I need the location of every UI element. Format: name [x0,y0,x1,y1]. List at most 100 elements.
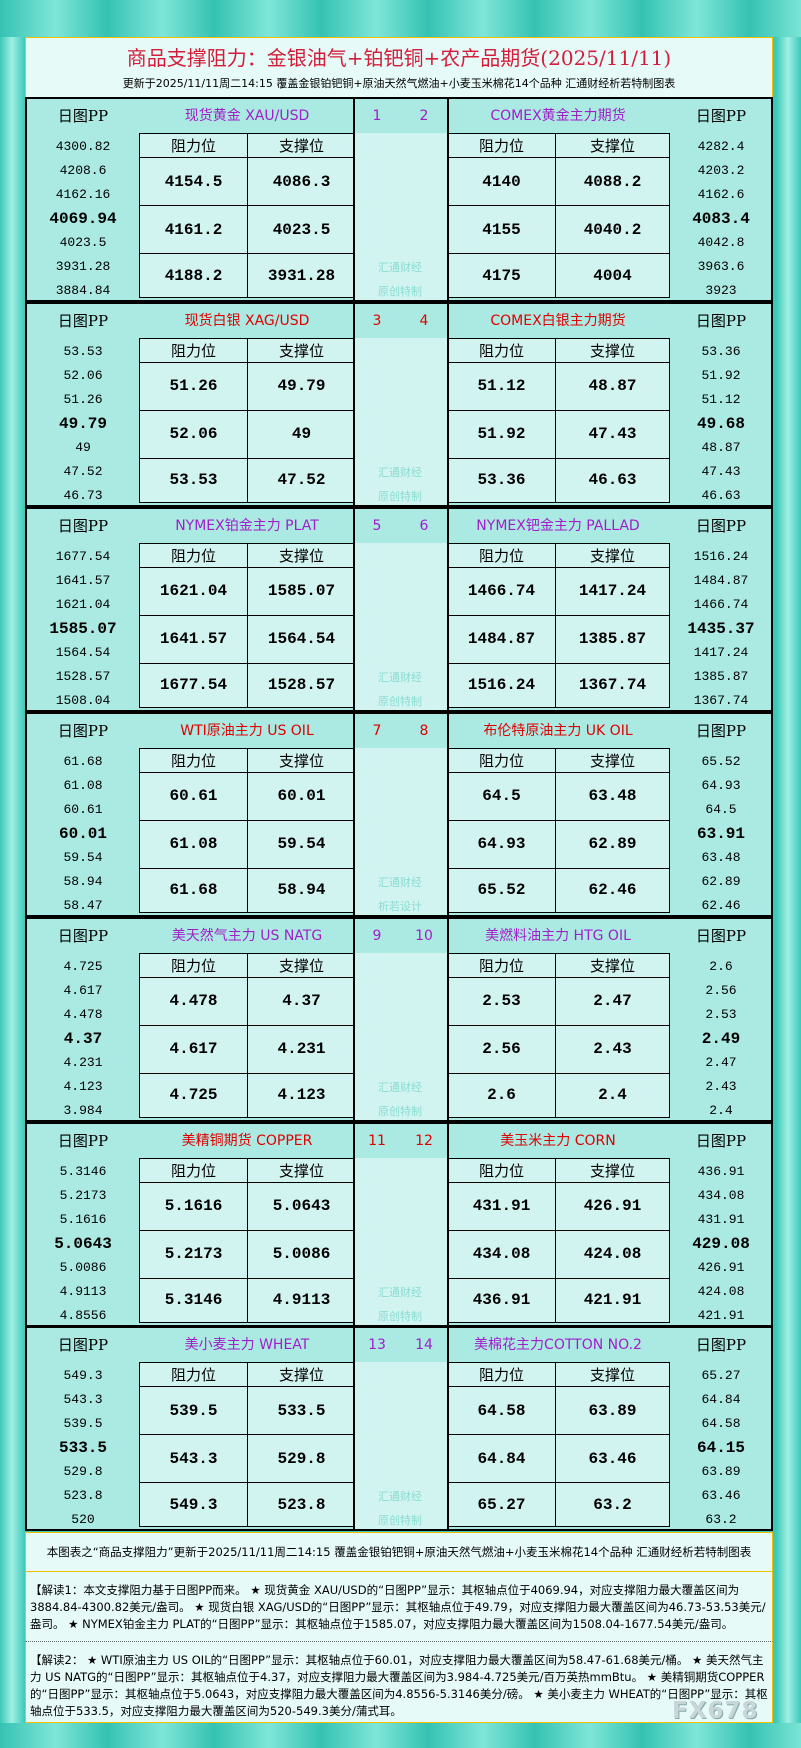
support-value: 2.43 [555,1024,670,1074]
pp-header: 日图PP [695,311,747,330]
resistance-header: 阻力位 [139,337,248,363]
pp-level: 58.94 [63,873,103,889]
pp-level: 53.53 [63,343,103,359]
middle-header [355,99,447,133]
support-value: 4.37 [247,976,356,1026]
resistance-value: 2.56 [447,1024,556,1074]
watermark-text: 汇通财经 [378,1080,422,1094]
pivot-value: 60.01 [58,824,107,843]
resistance-header: 阻力位 [447,1157,556,1183]
support-value: 4.9113 [247,1277,356,1323]
commodity-block: 日图PP 549.3 543.3 539.5 533.5 529.8 523.8 520 美小麦… [25,1326,773,1532]
footer-note-1: 【解读1：本文支撑阻力基于日图PP而来。 ★ 现货黄金 XAU/USD的“日图P… [25,1572,773,1642]
pivot-value: 63.91 [696,824,745,843]
support-header: 支撑位 [247,747,356,773]
resistance-value: 1677.54 [139,662,248,708]
support-value: 421.91 [555,1277,670,1323]
pp-level: 1528.57 [55,668,111,684]
support-header: 支撑位 [555,1157,670,1183]
pp-header: 日图PP [57,1131,109,1150]
pivot-value: 1435.37 [687,619,755,638]
pp-level: 4282.4 [697,139,745,154]
pp-level: 549.3 [63,1368,103,1384]
pp-level: 3.984 [63,1102,103,1118]
support-value: 1367.74 [555,662,670,708]
commodity-block: 日图PP 4.725 4.617 4.478 4.37 4.231 4.123 3.984 美天… [25,916,773,1122]
pp-level: 53.36 [701,343,741,359]
pivot-value: 2.49 [701,1029,741,1048]
commodity-name: NYMEX铂金主力 PLAT [175,517,319,534]
pp-level: 63.48 [701,849,741,865]
resistance-value: 1621.04 [139,566,248,616]
pp-level: 61.68 [63,753,103,769]
pp-header: 日图PP [695,1131,747,1150]
pp-level: 426.91 [697,1259,745,1275]
support-header: 支撑位 [555,952,670,978]
pp-level: 51.12 [701,391,741,407]
pp-level: 1417.24 [693,644,749,660]
support-header: 支撑位 [555,542,670,568]
resistance-value: 51.26 [139,361,248,411]
pp-level: 421.91 [697,1307,745,1323]
commodity-name: 布伦特原油主力 UK OIL [483,722,633,739]
watermark-text: 汇通财经 [378,1490,422,1504]
resistance-value: 1484.87 [447,614,556,664]
commodity-block: 日图PP 4300.82 4208.6 4162.16 4069.94 4023.5 393… [25,97,773,302]
pp-level: 4203.2 [697,163,745,178]
pp-level: 539.5 [63,1416,103,1432]
frame-bottom [0,1723,801,1748]
pp-level: 5.2173 [59,1187,107,1203]
resistance-value: 4.617 [139,1024,248,1074]
pp-level: 436.91 [697,1163,745,1179]
page-subtitle: 更新于2025/11/11周二14:15 覆盖金银铂钯铜+原油天然气燃油+小麦玉… [122,77,676,90]
resistance-value: 2.53 [447,976,556,1026]
pp-level: 46.73 [63,487,103,503]
resistance-value: 52.06 [139,409,248,459]
pp-level: 434.08 [697,1187,745,1203]
pp-level: 1508.04 [55,692,111,708]
resistance-value: 1641.57 [139,614,248,664]
block-number: 6 [419,517,429,534]
support-value: 1385.87 [555,614,670,664]
middle-header [355,918,447,953]
resistance-header: 阻力位 [447,133,556,158]
pp-header: 日图PP [695,721,747,740]
commodity-name: 美天然气主力 US NATG [171,927,323,944]
pp-level: 1484.87 [693,572,749,588]
support-value: 4.123 [247,1072,356,1118]
pp-level: 61.08 [63,777,103,793]
commodity-name: 美玉米主力 CORN [500,1132,616,1149]
pp-header: 日图PP [695,1336,747,1355]
pivot-value: 64.15 [696,1439,745,1458]
block-number: 14 [415,1337,433,1354]
pp-level: 543.3 [63,1392,103,1408]
pp-level: 52.06 [63,367,103,383]
pp-header: 日图PP [695,516,747,535]
pp-level: 1564.54 [55,644,111,660]
resistance-value: 5.2173 [139,1229,248,1279]
pp-level: 64.5 [705,801,737,817]
support-value: 1585.07 [247,566,356,616]
block-number: 13 [368,1337,386,1354]
resistance-value: 4155 [447,205,556,254]
watermark-text: 汇通财经 [378,670,422,684]
pp-level: 4.231 [63,1054,103,1070]
pp-level: 4.617 [63,982,103,998]
pp-header: 日图PP [57,721,109,740]
resistance-header: 阻力位 [447,952,556,978]
pivot-value: 429.08 [692,1234,750,1253]
support-value: 5.0643 [247,1181,356,1231]
watermark-text: 汇通财经 [378,465,422,479]
block-number: 3 [372,312,382,329]
pp-level: 2.53 [705,1006,737,1022]
middle-header [355,713,447,748]
support-value: 58.94 [247,867,356,913]
pp-level: 424.08 [697,1283,745,1299]
support-value: 424.08 [555,1229,670,1279]
resistance-header: 阻力位 [447,747,556,773]
support-value: 60.01 [247,771,356,821]
block-number: 9 [372,927,382,944]
pp-level: 63.2 [705,1512,737,1528]
support-value: 4004 [555,253,670,298]
support-value: 63.48 [555,771,670,821]
